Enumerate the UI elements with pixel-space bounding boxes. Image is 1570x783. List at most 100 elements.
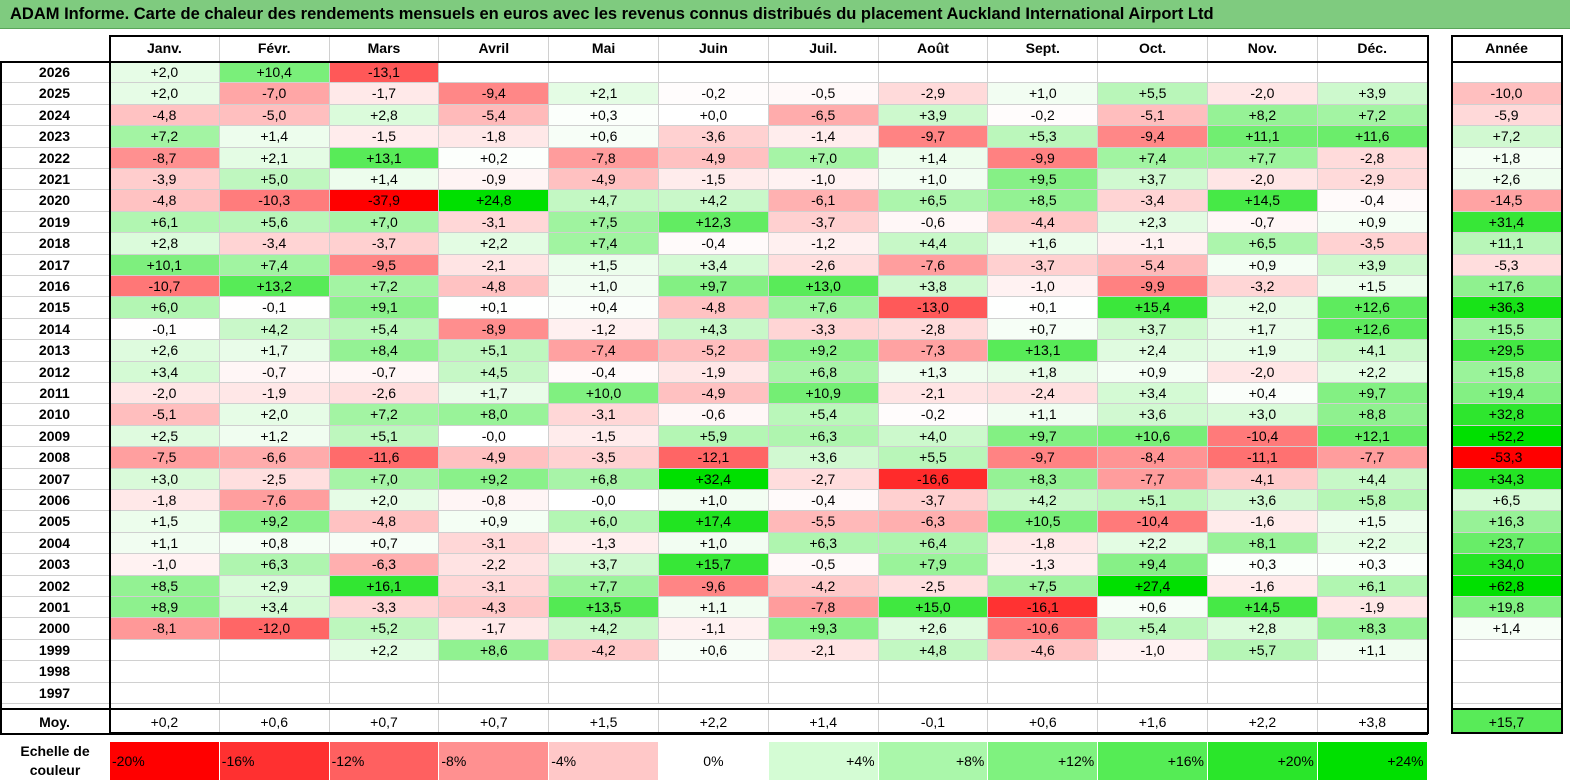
heatmap-cell: +2,6: [110, 340, 220, 362]
heatmap-cell: +1,9: [1208, 340, 1318, 362]
heatmap-cell: [1208, 682, 1318, 704]
year-label: 2025: [0, 83, 110, 105]
heatmap-cell: +13,1: [329, 147, 440, 169]
heatmap-cell: [110, 661, 220, 683]
month-header: Mai: [549, 35, 659, 62]
heatmap-cell: -3,7: [988, 254, 1099, 276]
year-label: 2014: [0, 318, 110, 341]
heatmap-cell: +1,7: [1208, 318, 1318, 341]
month-header: Sept.: [988, 35, 1099, 62]
heatmap-cell: +1,0: [878, 169, 989, 191]
heatmap-cell: +2,0: [219, 404, 330, 426]
annual-cell: +11,1: [1451, 233, 1563, 255]
heatmap-cell: +2,8: [110, 233, 220, 255]
heatmap-cell: -3,7: [768, 211, 879, 234]
annual-cell: -5,9: [1451, 104, 1563, 127]
heatmap-cell: +8,5: [988, 190, 1099, 212]
heatmap-cell: -2,8: [1317, 147, 1428, 169]
heatmap-cell: +8,9: [110, 597, 220, 619]
heatmap-cell: -13,0: [878, 297, 989, 319]
heatmap-cell: +3,4: [219, 597, 330, 619]
heatmap-cell: +1,1: [1317, 639, 1428, 662]
heatmap-cell: -3,4: [1098, 190, 1208, 212]
heatmap-cell: [439, 661, 550, 683]
heatmap-cell: +5,1: [329, 425, 440, 448]
heatmap-cell: -1,0: [110, 554, 220, 576]
month-header: Févr.: [219, 35, 330, 62]
heatmap-cell: +4,2: [659, 190, 769, 212]
heatmap-cell: +6,1: [110, 211, 220, 234]
heatmap-cell: +6,0: [549, 511, 659, 533]
heatmap-cell: -3,1: [439, 211, 550, 234]
year-label: 2020: [0, 190, 110, 212]
heatmap-cell: +1,5: [549, 254, 659, 276]
color-scale-label: Echelle de couleur: [20, 743, 90, 778]
heatmap-cell: -6,1: [768, 190, 879, 212]
heatmap-cell: +0,4: [1208, 383, 1318, 405]
average-cell: +1,4: [768, 710, 879, 734]
heatmap-cell: [1317, 62, 1428, 84]
color-scale-step: 0%: [659, 742, 769, 780]
heatmap-cell: +5,9: [659, 425, 769, 448]
heatmap-cell: -2,5: [878, 575, 989, 597]
heatmap-cell: -12,0: [219, 618, 330, 640]
heatmap-cell: +0,9: [1208, 254, 1318, 276]
heatmap-cell: -1,9: [659, 361, 769, 383]
annual-cell: -10,0: [1451, 83, 1563, 105]
heatmap-cell: -5,2: [659, 340, 769, 362]
heatmap-cell: +4,2: [988, 490, 1099, 512]
heatmap-cell: -7,7: [1098, 468, 1208, 490]
heatmap-cell: +7,0: [329, 468, 440, 490]
heatmap-cell: +2,8: [1208, 618, 1318, 640]
heatmap-cell: -1,6: [1208, 575, 1318, 597]
heatmap-cell: +3,7: [1098, 169, 1208, 191]
year-label: 2001: [0, 597, 110, 619]
heatmap-cell: +5,6: [219, 211, 330, 234]
heatmap-cell: +0,9: [439, 511, 550, 533]
heatmap-cell: +0,3: [549, 104, 659, 127]
heatmap-cell: +3,7: [1098, 318, 1208, 341]
heatmap-cell: -3,4: [219, 233, 330, 255]
heatmap-cell: +2,8: [329, 104, 440, 127]
heatmap-cell: -1,5: [549, 425, 659, 448]
heatmap-cell: +1,7: [219, 340, 330, 362]
heatmap-cell: +7,4: [1098, 147, 1208, 169]
heatmap-cell: -1,3: [988, 554, 1099, 576]
annual-cell: [1451, 62, 1563, 84]
heatmap-cell: -2,1: [439, 254, 550, 276]
average-annual-cell: +15,7: [1451, 710, 1563, 734]
year-label: 2023: [0, 126, 110, 148]
page-title: ADAM Informe. Carte de chaleur des rende…: [0, 0, 1570, 29]
year-label: 2013: [0, 340, 110, 362]
heatmap-cell: [1317, 661, 1428, 683]
heatmap-cell: -0,2: [878, 404, 989, 426]
heatmap-cell: +2,3: [1098, 211, 1208, 234]
average-cell: +0,6: [988, 710, 1099, 734]
heatmap-cell: +3,0: [110, 468, 220, 490]
heatmap-cell: -2,0: [110, 383, 220, 405]
heatmap-cell: -4,1: [1208, 468, 1318, 490]
heatmap-cell: +1,4: [219, 126, 330, 148]
heatmap-cell: +8,3: [1317, 618, 1428, 640]
month-header: Janv.: [110, 35, 220, 62]
heatmap-cell: +1,3: [878, 361, 989, 383]
heatmap-cell: -1,8: [110, 490, 220, 512]
heatmap-cell: [768, 661, 879, 683]
heatmap-cell: -4,4: [988, 211, 1099, 234]
annual-cell: +23,7: [1451, 532, 1563, 555]
heatmap-cell: +4,8: [878, 639, 989, 662]
annual-cell: +32,8: [1451, 404, 1563, 426]
year-label: 1997: [0, 682, 110, 704]
heatmap-cell: -2,0: [1208, 83, 1318, 105]
heatmap-cell: +6,8: [549, 468, 659, 490]
year-label: 2009: [0, 425, 110, 448]
heatmap-cell: +5,7: [1208, 639, 1318, 662]
color-scale-step: +24%: [1317, 742, 1428, 780]
heatmap-cell: -1,5: [659, 169, 769, 191]
heatmap-cell: +5,8: [1317, 490, 1428, 512]
annual-cell: +7,2: [1451, 126, 1563, 148]
heatmap-cell: -5,0: [219, 104, 330, 127]
heatmap-cell: +0,6: [1098, 597, 1208, 619]
heatmap-cell: -4,2: [549, 639, 659, 662]
year-label: 2016: [0, 276, 110, 298]
